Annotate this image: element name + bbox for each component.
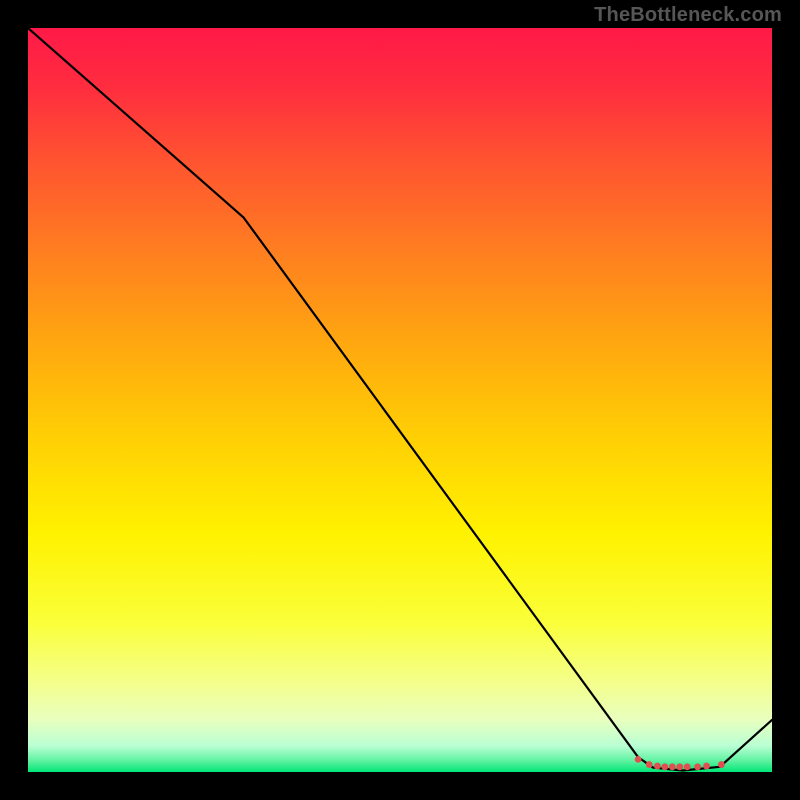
plot-svg xyxy=(28,28,772,772)
plot-area xyxy=(28,28,772,772)
marker-dot xyxy=(635,756,642,763)
marker-dot xyxy=(684,763,691,770)
marker-dot xyxy=(669,763,676,770)
marker-dot xyxy=(718,761,725,768)
watermark-text: TheBottleneck.com xyxy=(594,4,782,27)
marker-dot xyxy=(654,763,661,770)
marker-dot xyxy=(676,763,683,770)
marker-dot xyxy=(646,761,653,768)
marker-dot xyxy=(703,763,710,770)
marker-dot xyxy=(661,763,668,770)
marker-dot xyxy=(694,763,701,770)
gradient-background xyxy=(28,28,772,772)
chart-container: TheBottleneck.com xyxy=(0,0,800,800)
